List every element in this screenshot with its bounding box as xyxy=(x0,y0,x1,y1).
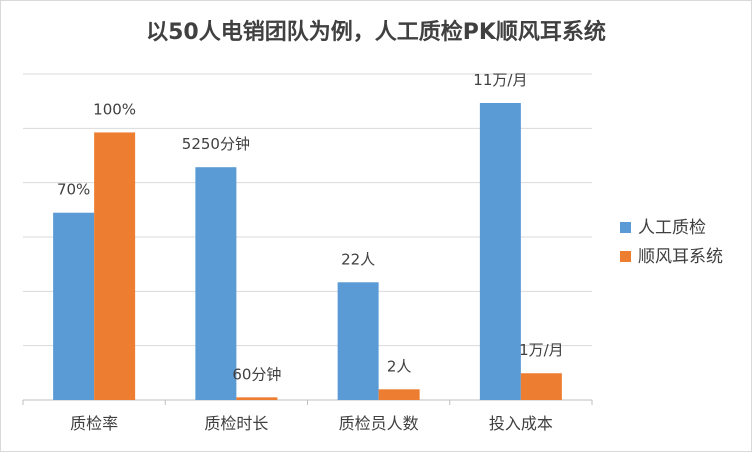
bar-system-1 xyxy=(94,132,136,400)
bar-manual-4 xyxy=(479,103,521,400)
data-label: 70% xyxy=(57,181,90,199)
bar-manual-2 xyxy=(195,167,237,400)
chart-title: 以50人电销团队为例，人工质检PK顺风耳系统 xyxy=(146,20,606,45)
bar-system-2 xyxy=(236,397,278,400)
data-label: 5250分钟 xyxy=(182,135,250,153)
data-label: 60分钟 xyxy=(232,365,281,383)
bar-manual-1 xyxy=(53,212,95,400)
category-label: 投入成本 xyxy=(489,414,553,433)
legend-swatch xyxy=(620,251,631,262)
legend-swatch xyxy=(620,222,631,233)
category-label: 质检率 xyxy=(70,414,118,433)
data-label: 22人 xyxy=(341,250,375,268)
data-label: 2人 xyxy=(387,357,412,375)
legend-label: 顺风耳系统 xyxy=(638,247,723,267)
data-label: 1万/月 xyxy=(519,341,564,359)
bar-system-4 xyxy=(520,373,562,400)
data-label: 100% xyxy=(93,100,136,118)
data-label: 11万/月 xyxy=(473,71,527,89)
bar-system-3 xyxy=(378,389,420,400)
category-label: 质检时长 xyxy=(204,414,268,433)
legend-label: 人工质检 xyxy=(638,218,706,238)
bar-manual-3 xyxy=(337,282,379,400)
category-label: 质检员人数 xyxy=(339,414,419,433)
